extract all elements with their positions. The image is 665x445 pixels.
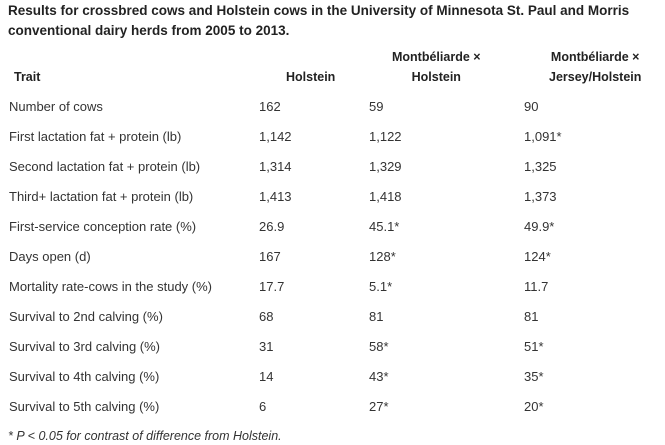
trait-cell: First lactation fat + protein (lb): [9, 129, 182, 144]
table-row: Survival to 3rd calving (%) 31 58* 51*: [0, 332, 665, 362]
column-header-line: Montbéliarde ×: [550, 50, 640, 64]
montbeliarde-holstein-cell: 128*: [369, 249, 396, 264]
trait-cell: Third+ lactation fat + protein (lb): [9, 189, 194, 204]
table-row: Third+ lactation fat + protein (lb) 1,41…: [0, 182, 665, 212]
montbeliarde-jersey-holstein-cell: 90: [524, 99, 539, 114]
column-header-line: Holstein: [411, 70, 461, 84]
column-header-line: Montbéliarde ×: [392, 50, 481, 64]
montbeliarde-jersey-holstein-cell: 1,373: [524, 189, 557, 204]
montbeliarde-holstein-cell: 27*: [369, 399, 389, 414]
montbeliarde-holstein-cell: 5.1*: [369, 279, 393, 294]
trait-cell: Days open (d): [9, 249, 91, 264]
column-header-trait: Trait: [14, 70, 41, 84]
table-row: Days open (d) 167 128* 124*: [0, 242, 665, 272]
table-row: Survival to 2nd calving (%) 68 81 81: [0, 302, 665, 332]
column-header-montbeliarde-holstein: Montbéliarde × Holstein: [392, 47, 481, 87]
table-row: Mortality rate-cows in the study (%) 17.…: [0, 272, 665, 302]
holstein-cell: 167: [259, 249, 281, 264]
montbeliarde-holstein-cell: 81: [369, 309, 384, 324]
montbeliarde-holstein-cell: 45.1*: [369, 219, 400, 234]
column-header-line: Jersey/Holstein: [549, 70, 642, 84]
montbeliarde-holstein-cell: 1,329: [369, 159, 402, 174]
table-row: Survival to 5th calving (%) 6 27* 20*: [0, 392, 665, 422]
column-header-montbeliarde-jersey-holstein: Montbéliarde × Jersey/Holstein: [549, 47, 641, 87]
holstein-cell: 1,314: [259, 159, 292, 174]
trait-cell: Mortality rate-cows in the study (%): [9, 279, 213, 294]
montbeliarde-jersey-holstein-cell: 49.9*: [524, 219, 555, 234]
holstein-cell: 31: [259, 339, 274, 354]
montbeliarde-jersey-holstein-cell: 124*: [524, 249, 551, 264]
trait-cell: Survival to 5th calving (%): [9, 399, 160, 414]
table-row: Second lactation fat + protein (lb) 1,31…: [0, 152, 665, 182]
trait-cell: Survival to 4th calving (%): [9, 369, 160, 384]
table-row: First lactation fat + protein (lb) 1,142…: [0, 122, 665, 152]
montbeliarde-jersey-holstein-cell: 1,325: [524, 159, 557, 174]
significance-footnote: * P < 0.05 for contrast of difference fr…: [8, 429, 282, 443]
holstein-cell: 6: [259, 399, 267, 414]
trait-cell: Number of cows: [9, 99, 103, 114]
trait-cell: Survival to 2nd calving (%): [9, 309, 163, 324]
montbeliarde-jersey-holstein-cell: 11.7: [524, 279, 549, 294]
montbeliarde-holstein-cell: 59: [369, 99, 384, 114]
montbeliarde-jersey-holstein-cell: 1,091*: [524, 129, 562, 144]
table-title: Results for crossbred cows and Holstein …: [8, 3, 630, 38]
montbeliarde-holstein-cell: 1,418: [369, 189, 402, 204]
trait-cell: First-service conception rate (%): [9, 219, 197, 234]
montbeliarde-holstein-cell: 58*: [369, 339, 389, 354]
table-row: First-service conception rate (%) 26.9 4…: [0, 212, 665, 242]
table-row: Survival to 4th calving (%) 14 43* 35*: [0, 362, 665, 392]
montbeliarde-jersey-holstein-cell: 35*: [524, 369, 544, 384]
holstein-cell: 17.7: [259, 279, 285, 294]
montbeliarde-jersey-holstein-cell: 20*: [524, 399, 544, 414]
trait-cell: Survival to 3rd calving (%): [9, 339, 160, 354]
holstein-cell: 1,413: [259, 189, 292, 204]
montbeliarde-holstein-cell: 1,122: [369, 129, 402, 144]
table-row: Number of cows 162 59 90: [0, 92, 665, 122]
montbeliarde-jersey-holstein-cell: 51*: [524, 339, 544, 354]
holstein-cell: 68: [259, 309, 274, 324]
montbeliarde-holstein-cell: 43*: [369, 369, 389, 384]
column-header-holstein: Holstein: [286, 70, 336, 84]
holstein-cell: 1,142: [259, 129, 292, 144]
holstein-cell: 162: [259, 99, 281, 114]
holstein-cell: 26.9: [259, 219, 285, 234]
montbeliarde-jersey-holstein-cell: 81: [524, 309, 539, 324]
results-table-body: Number of cows 162 59 90 First lactation…: [0, 92, 665, 422]
trait-cell: Second lactation fat + protein (lb): [9, 159, 201, 174]
holstein-cell: 14: [259, 369, 274, 384]
